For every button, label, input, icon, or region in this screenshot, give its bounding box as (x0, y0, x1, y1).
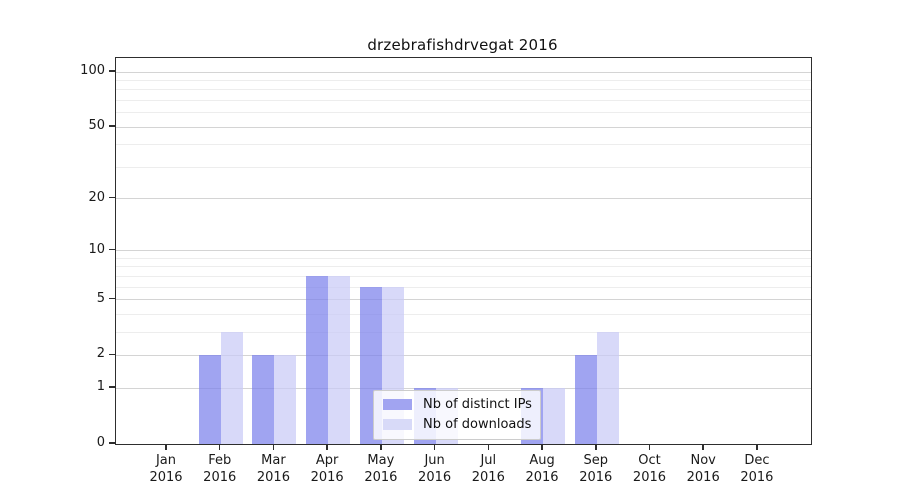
y-minor-gridline (116, 79, 811, 81)
x-tick-mark (541, 444, 543, 450)
x-tick-label: Feb 2016 (203, 453, 237, 485)
y-minor-gridline (116, 144, 811, 146)
y-major-gridline (116, 354, 811, 356)
x-tick-label: May 2016 (364, 453, 398, 485)
x-tick-mark (702, 444, 704, 450)
x-tick-mark (487, 444, 490, 450)
y-tick-mark (109, 353, 115, 356)
y-minor-gridline (116, 166, 811, 168)
bar-nb-of-distinct-ips-apr (306, 276, 329, 444)
legend-item-downloads: Nb of downloads (383, 417, 532, 432)
bar-nb-of-downloads-feb (220, 332, 243, 444)
y-minor-gridline (116, 313, 811, 315)
x-tick-mark (648, 444, 651, 450)
x-tick-mark (326, 444, 328, 450)
y-tick-label: 0 (96, 435, 105, 450)
x-tick-label: Mar 2016 (256, 453, 290, 485)
y-tick-label: 1 (96, 379, 105, 395)
x-tick-mark (165, 444, 167, 450)
x-tick-mark (433, 444, 436, 450)
x-tick-mark (756, 444, 758, 450)
x-tick-mark (218, 444, 221, 450)
legend-swatch-distinct-ips (383, 399, 412, 410)
legend-swatch-downloads (383, 419, 412, 430)
y-tick-mark (109, 70, 115, 72)
bar-nb-of-downloads-mar (274, 355, 297, 444)
y-tick-label: 5 (96, 290, 105, 306)
bar-nb-of-distinct-ips-sep (574, 355, 597, 444)
y-major-gridline (116, 198, 811, 200)
y-major-gridline (116, 250, 811, 252)
x-tick-label: Apr 2016 (310, 453, 344, 485)
y-tick-label: 20 (88, 189, 105, 205)
y-minor-gridline (116, 331, 811, 333)
y-minor-gridline (116, 257, 811, 259)
legend-label-downloads: Nb of downloads (423, 417, 532, 432)
y-major-gridline (116, 387, 811, 389)
x-tick-label: Nov 2016 (686, 453, 720, 485)
legend-item-distinct-ips: Nb of distinct IPs (383, 397, 532, 412)
y-minor-gridline (116, 99, 811, 101)
x-tick-label: Sep 2016 (579, 453, 613, 485)
bar-nb-of-downloads-aug (543, 388, 566, 444)
y-minor-gridline (116, 286, 811, 288)
y-tick-label: 100 (80, 63, 105, 78)
y-minor-gridline (116, 266, 811, 268)
x-tick-mark (595, 444, 597, 450)
bar-nb-of-distinct-ips-mar (252, 355, 275, 444)
x-tick-label: Oct 2016 (632, 453, 667, 485)
x-tick-mark (380, 444, 382, 450)
bar-nb-of-downloads-apr (328, 276, 351, 444)
x-tick-label: Aug 2016 (525, 453, 559, 485)
y-tick-mark (109, 125, 115, 127)
x-tick-label: Jul 2016 (471, 453, 505, 485)
y-minor-gridline (116, 112, 811, 114)
y-tick-label: 10 (88, 241, 105, 257)
x-tick-label: Jun 2016 (418, 453, 452, 485)
legend: Nb of distinct IPs Nb of downloads (373, 390, 541, 440)
y-tick-mark (109, 248, 115, 251)
x-tick-label: Jan 2016 (149, 453, 183, 485)
y-tick-label: 50 (88, 118, 105, 134)
chart-title: drzebrafishdrvegat 2016 (367, 36, 558, 54)
x-tick-mark (272, 444, 275, 450)
y-tick-mark (109, 442, 115, 444)
y-minor-gridline (116, 275, 811, 277)
bar-nb-of-downloads-sep (596, 332, 619, 444)
plot-area: Nb of distinct IPs Nb of downloads (115, 57, 812, 445)
y-tick-label: 2 (96, 346, 105, 362)
y-minor-gridline (116, 89, 811, 91)
y-major-gridline (116, 299, 811, 301)
legend-label-distinct-ips: Nb of distinct IPs (423, 397, 532, 412)
y-tick-mark (109, 196, 115, 199)
y-major-gridline (116, 71, 811, 73)
bar-nb-of-distinct-ips-feb (198, 355, 221, 444)
y-tick-mark (109, 386, 115, 388)
y-tick-mark (109, 297, 115, 300)
y-major-gridline (116, 126, 811, 128)
x-tick-label: Dec 2016 (740, 453, 774, 485)
